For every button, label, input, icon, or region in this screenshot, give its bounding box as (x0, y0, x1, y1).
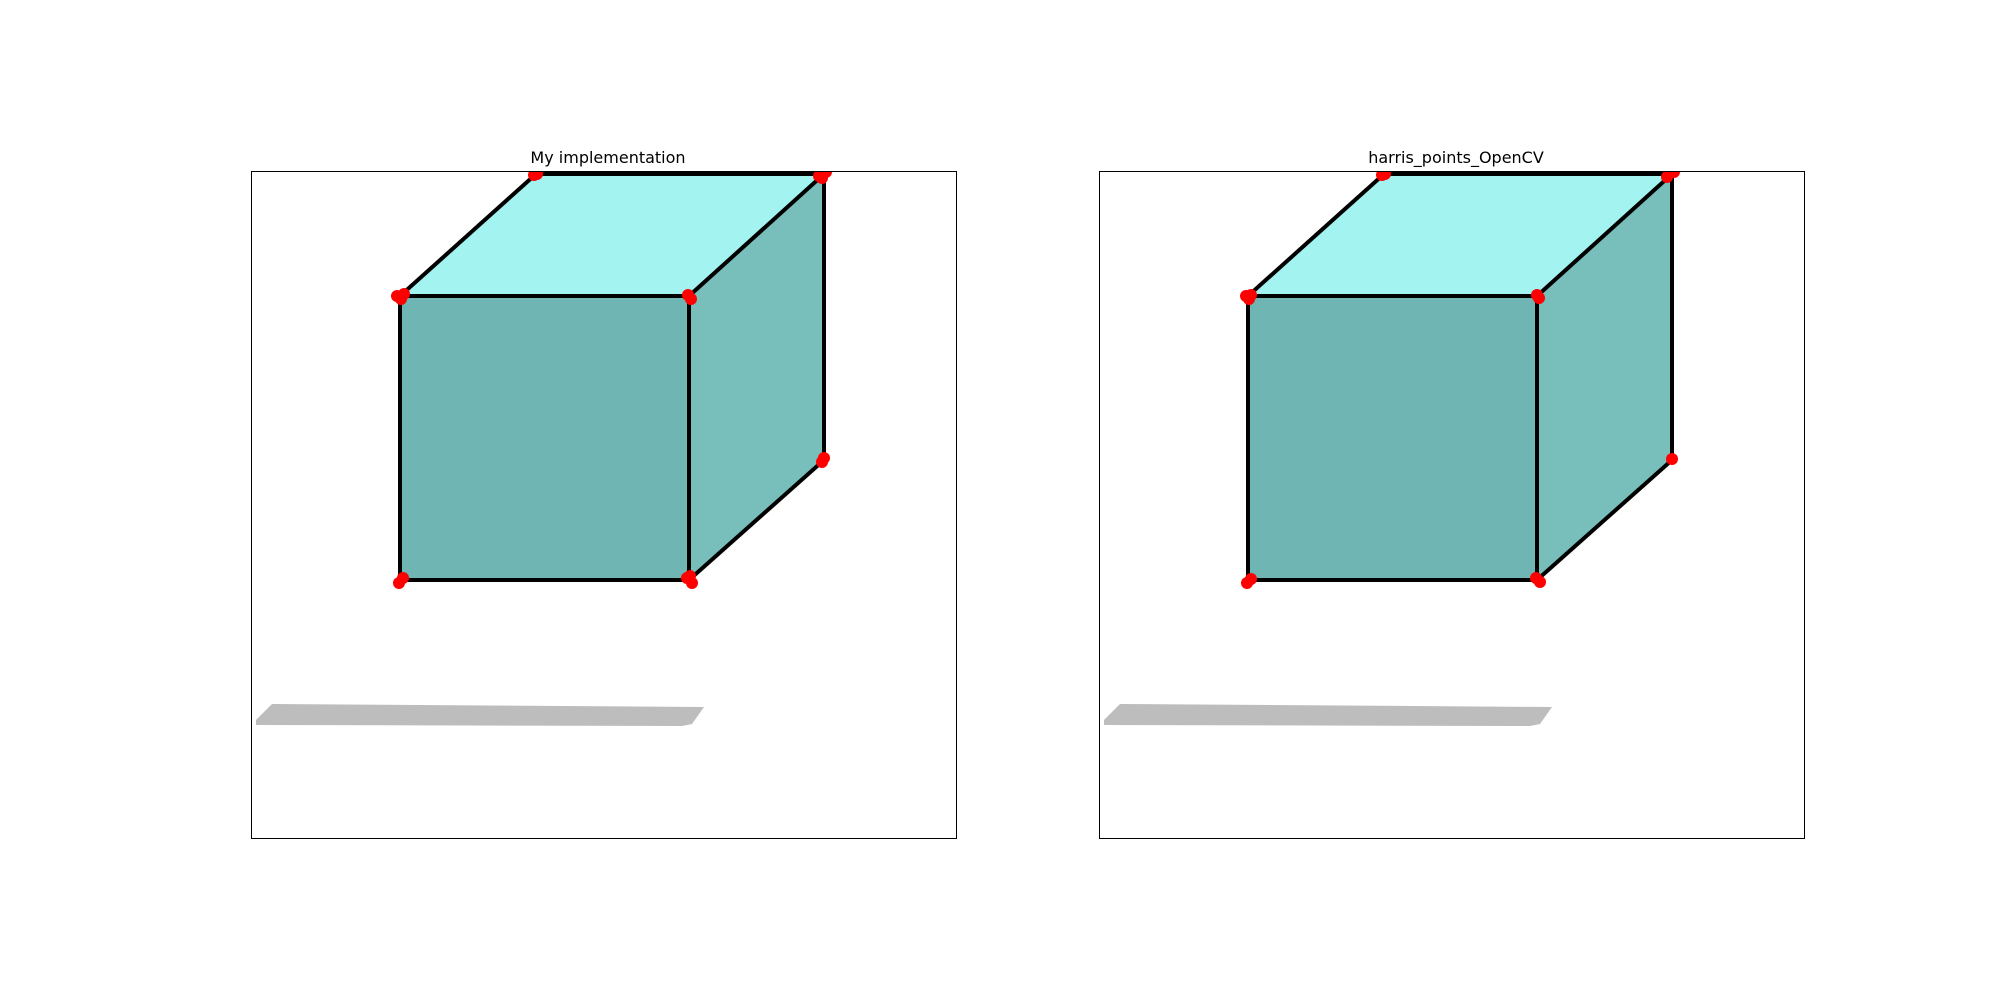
cube-top-face (1248, 174, 1672, 296)
image-axes (251, 171, 957, 839)
image-axes (1099, 171, 1805, 839)
corner-point (684, 570, 696, 582)
corner-point (816, 456, 828, 468)
edge (1246, 296, 1539, 582)
corner-point (1243, 293, 1255, 305)
corner-point (1666, 453, 1678, 465)
panel-my-implementation: My implementation (248, 0, 968, 860)
corner-point (685, 293, 697, 305)
corner-point (1533, 292, 1545, 304)
corner-point (397, 572, 409, 584)
edge (398, 296, 691, 582)
panel-harris-points-opencv: harris_points_OpenCV (1096, 0, 1816, 860)
cube-top-face (400, 174, 824, 296)
cube-side-face (689, 174, 824, 580)
corner-point (816, 172, 828, 184)
corner-point (1668, 172, 1680, 178)
panel-title: My implementation (530, 148, 686, 167)
panel-title: harris_points_OpenCV (1368, 148, 1544, 167)
corner-point (1534, 576, 1546, 588)
corner-point (395, 293, 407, 305)
cube-side-face (1537, 174, 1672, 580)
cube-front-face (1248, 296, 1537, 580)
harris-corner-points (1240, 172, 1680, 589)
cube-shadow (256, 704, 704, 726)
cube-front-face (400, 296, 689, 580)
cube-shadow (1104, 704, 1552, 726)
corner-point (1245, 573, 1257, 585)
cube-image (1104, 172, 1680, 726)
corner-point (1379, 172, 1391, 180)
harris-corner-points (391, 172, 832, 589)
corner-point (531, 172, 543, 180)
cube-image (256, 172, 832, 726)
